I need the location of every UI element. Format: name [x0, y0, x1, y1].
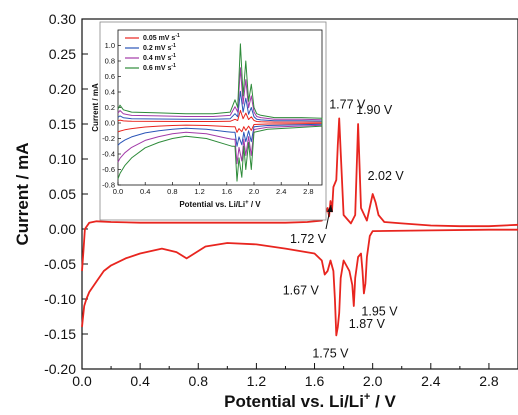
y-tick-label: -0.20 — [44, 361, 76, 377]
inset-series-line — [117, 109, 323, 133]
inset-x-tick-label: 2.8 — [303, 187, 313, 196]
inset-x-axis-title-main: Potential vs. Li/Li — [179, 200, 245, 209]
inset-y-tick-label: 1.0 — [105, 41, 115, 50]
anodic-scan-line — [81, 117, 518, 272]
arrow-head — [326, 205, 333, 212]
legend-label: 0.4 mV s-1 — [143, 53, 176, 62]
y-tick-label: 0.05 — [49, 186, 76, 202]
inset-chart: 0.0 0.4 0.8 1.2 1.6 2.0 2.4 2.8 -0.8 -0.6 -0.4 -0.2… — [91, 21, 327, 221]
x-tick-label: 0.8 — [189, 373, 209, 389]
y-tick-label: 0.25 — [49, 46, 76, 62]
x-axis-title-main: Potential vs. Li/Li — [224, 392, 364, 411]
x-tick-label: 0.4 — [130, 373, 150, 389]
inset-y-tick-label: 0.6 — [105, 72, 115, 81]
x-tick-label: 1.2 — [247, 373, 267, 389]
legend-label: 0.6 mV s-1 — [143, 63, 176, 72]
inset-y-tick-label: -0.2 — [102, 134, 115, 143]
inset-x-axis-title-tail: / V — [249, 200, 262, 209]
peak-label: 1.87 V — [349, 317, 386, 331]
peak-label: 1.72 V — [290, 232, 327, 246]
y-tick-label: -0.15 — [44, 326, 76, 342]
inset-series-line — [117, 90, 323, 147]
peak-label: 1.77 V — [329, 97, 366, 111]
inset-y-tick-label: 0.2 — [105, 103, 115, 112]
inset-x-tick-label: 2.0 — [249, 187, 259, 196]
legend-label-sup: -1 — [171, 63, 176, 69]
inset-series-line — [117, 43, 323, 182]
main-chart: 0.0 0.4 0.8 1.2 1.6 2.0 2.4 2.8 -0.20 -0.15 -0.10 -… — [13, 11, 518, 411]
y-tick-label: 0.20 — [49, 81, 76, 97]
inset-x-axis-title-sup: + — [245, 200, 249, 206]
x-tick-label: 0.0 — [72, 373, 92, 389]
y-tick-label: -0.10 — [44, 291, 76, 307]
inset-x-axis-title: Potential vs. Li/Li+ / V — [179, 200, 261, 209]
legend-label-sup: -1 — [175, 33, 180, 39]
peak-label: 1.75 V — [312, 346, 349, 360]
inset-x-tick-label: 0.8 — [167, 187, 177, 196]
x-tick-label: 2.8 — [479, 373, 499, 389]
inset-x-tick-label: 0.0 — [113, 187, 123, 196]
peak-label: 1.95 V — [361, 304, 398, 318]
legend-label-main: 0.4 mV s — [143, 55, 172, 62]
legend-label: 0.05 mV s-1 — [143, 33, 180, 42]
inset-y-tick-label: -0.6 — [102, 165, 115, 174]
y-tick-label: 0.15 — [49, 116, 76, 132]
x-tick-label: 1.6 — [305, 373, 325, 389]
peak-label: 1.67 V — [283, 284, 320, 298]
y-tick-label: -0.05 — [44, 256, 76, 272]
cathodic-scan-line — [81, 228, 518, 337]
inset-y-tick-label: -0.4 — [102, 150, 115, 159]
inset-x-tick-label: 0.4 — [140, 187, 150, 196]
inset-x-tick-label: 1.6 — [222, 187, 232, 196]
peak-label: 1.90 V — [356, 103, 393, 117]
inset-x-tick-label: 2.4 — [276, 187, 286, 196]
legend-label-main: 0.05 mV s — [143, 35, 175, 42]
y-tick-label: 0.00 — [49, 221, 76, 237]
x-tick-label: 2.0 — [363, 373, 383, 389]
x-axis-title: Potential vs. Li/Li+ / V — [224, 391, 396, 411]
peak-label: 2.02 V — [368, 169, 405, 183]
inset-y-tick-label: 0.0 — [105, 119, 115, 128]
legend-label-main: 0.6 mV s — [143, 65, 172, 72]
inset-y-tick-label: -0.8 — [102, 181, 115, 190]
inset-x-tick-label: 1.2 — [194, 187, 204, 196]
y-tick-label: 0.30 — [49, 11, 76, 27]
legend-label-main: 0.2 mV s — [143, 45, 172, 52]
inset-y-tick-label: 0.4 — [105, 88, 115, 97]
x-axis-title-tail: / V — [370, 392, 396, 411]
inset-series-line — [117, 67, 323, 165]
legend-label: 0.2 mV s-1 — [143, 43, 176, 52]
y-tick-label: 0.10 — [49, 151, 76, 167]
legend-label-sup: -1 — [171, 53, 176, 59]
x-tick-label: 2.4 — [421, 373, 441, 389]
legend-label-sup: -1 — [171, 43, 176, 49]
inset-y-axis-title: Current / mA — [91, 83, 100, 132]
y-axis-title: Current / mA — [13, 143, 32, 246]
inset-y-tick-label: 0.8 — [105, 57, 115, 66]
x-axis-title-sup: + — [364, 391, 370, 403]
